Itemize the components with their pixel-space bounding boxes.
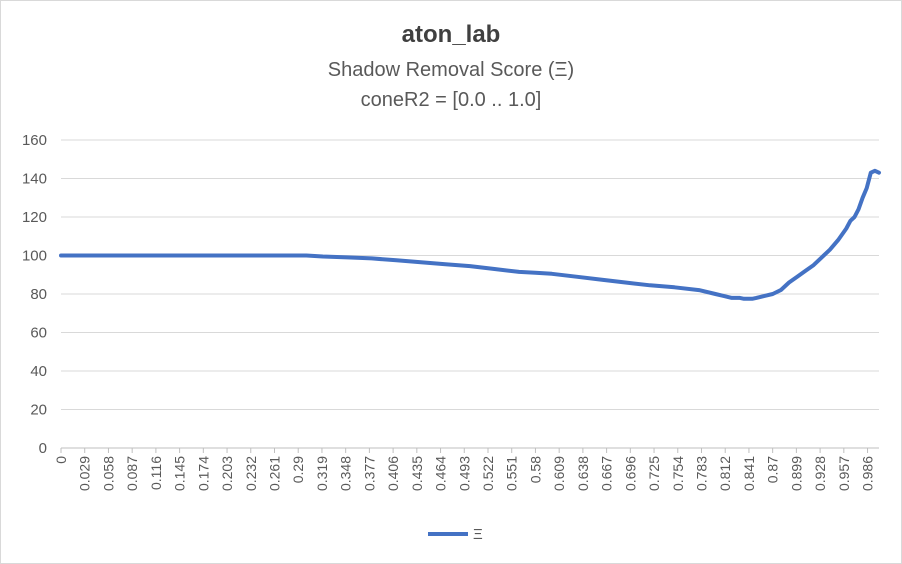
y-tick-label: 60: [30, 325, 47, 342]
legend-label: Ξ: [473, 526, 483, 543]
x-tick-label: 0.986: [860, 456, 876, 491]
x-tick-label: 0.058: [100, 456, 116, 491]
x-tick-label: 0.725: [646, 456, 662, 491]
y-tick-label: 0: [39, 440, 47, 457]
x-tick-label: 0.522: [480, 456, 496, 491]
y-tick-label: 140: [22, 171, 47, 188]
x-tick-label: 0.203: [219, 456, 235, 491]
x-tick-label: 0.087: [124, 456, 140, 491]
x-tick-label: 0.319: [314, 456, 330, 491]
x-tick-label: 0.667: [599, 456, 615, 491]
x-tick-label: 0: [53, 456, 69, 464]
x-tick-label: 0.493: [456, 456, 472, 491]
x-tick-label: 0.145: [172, 456, 188, 491]
x-tick-label: 0.464: [433, 456, 449, 491]
x-tick-label: 0.232: [243, 456, 259, 491]
x-tick-label: 0.899: [788, 456, 804, 491]
x-tick-label: 0.174: [195, 456, 211, 491]
series-line: [59, 168, 881, 301]
x-tick-label: 0.58: [527, 456, 543, 483]
x-tick-label: 0.87: [765, 456, 781, 483]
x-tick-label: 0.783: [693, 456, 709, 491]
x-tick-label: 0.957: [836, 456, 852, 491]
y-tick-label: 100: [22, 248, 47, 265]
y-tick-label: 20: [30, 402, 47, 419]
x-tick-label: 0.435: [409, 456, 425, 491]
x-tick-label: 0.928: [812, 456, 828, 491]
y-tick-label: 80: [30, 286, 47, 303]
x-tick-label: 0.348: [338, 456, 354, 491]
x-tick-label: 0.638: [575, 456, 591, 491]
x-tick-label: 0.551: [504, 456, 520, 491]
x-tick-label: 0.029: [77, 456, 93, 491]
y-tick-label: 160: [22, 132, 47, 149]
chart-subtitle-2: coneR2 = [0.0 .. 1.0]: [360, 89, 542, 111]
x-tick-label: 0.609: [551, 456, 567, 491]
x-tick-label: 0.696: [622, 456, 638, 491]
x-tick-label: 0.116: [148, 456, 164, 490]
chart-subtitle: Shadow Removal Score (Ξ): [327, 59, 575, 81]
y-tick-label: 40: [30, 363, 47, 380]
x-tick-label: 0.406: [385, 456, 401, 491]
x-tick-label: 0.377: [361, 456, 377, 491]
y-tick-label: 120: [22, 209, 47, 226]
x-tick-label: 0.812: [717, 456, 733, 491]
x-tick-label: 0.754: [670, 456, 686, 491]
chart-title: aton_lab: [401, 21, 501, 48]
x-tick-label: 0.841: [741, 456, 757, 491]
x-tick-label: 0.261: [266, 456, 282, 491]
x-tick-label: 0.29: [290, 456, 306, 483]
